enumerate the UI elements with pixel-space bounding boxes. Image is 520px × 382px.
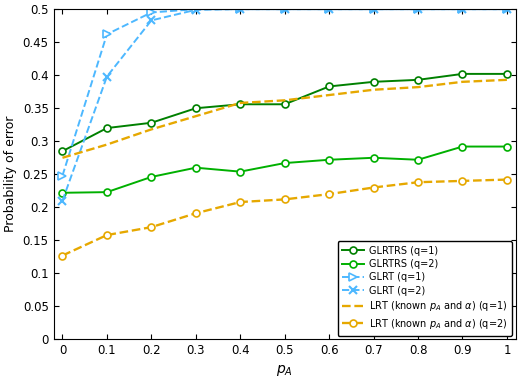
X-axis label: $p_A$: $p_A$ bbox=[276, 363, 293, 378]
Legend: GLRTRS (q=1), GLRTRS (q=2), GLRT (q=1), GLRT (q=2), LRT (known $p_A$ and $\alpha: GLRTRS (q=1), GLRTRS (q=2), GLRT (q=1), … bbox=[337, 241, 512, 335]
Y-axis label: Probability of error: Probability of error bbox=[4, 116, 17, 233]
